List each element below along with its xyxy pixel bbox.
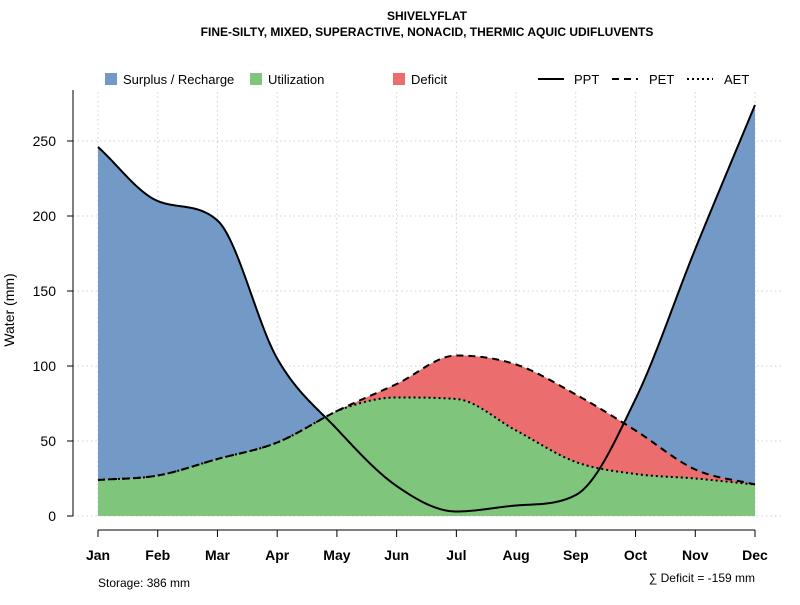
y-tick-label-100: 100 bbox=[33, 358, 57, 374]
x-tick-label-feb: Feb bbox=[145, 547, 170, 563]
x-tick-label-jul: Jul bbox=[446, 547, 466, 563]
legend-label-surplus: Surplus / Recharge bbox=[123, 72, 234, 87]
utilization-area bbox=[98, 397, 755, 516]
x-tick-label-jan: Jan bbox=[86, 547, 110, 563]
chart-subtitle: FINE-SILTY, MIXED, SUPERACTIVE, NONACID,… bbox=[201, 25, 654, 39]
storage-note: Storage: 386 mm bbox=[98, 576, 190, 590]
y-tick-label-0: 0 bbox=[48, 508, 56, 524]
legend-label-ppt: PPT bbox=[574, 72, 599, 87]
pet-line bbox=[97, 354, 756, 486]
y-tick-label-150: 150 bbox=[33, 283, 57, 299]
x-tick-label-jun: Jun bbox=[384, 547, 409, 563]
water-areas bbox=[98, 105, 755, 516]
y-tick-label-50: 50 bbox=[40, 433, 56, 449]
x-tick-label-apr: Apr bbox=[265, 547, 290, 563]
legend-swatch-surplus bbox=[105, 73, 117, 85]
legend-label-pet: PET bbox=[649, 72, 674, 87]
series-lines bbox=[97, 104, 756, 513]
x-tick-label-mar: Mar bbox=[205, 547, 230, 563]
legend-swatch-utilization bbox=[250, 73, 262, 85]
x-tick-label-nov: Nov bbox=[682, 547, 709, 563]
x-tick-label-oct: Oct bbox=[624, 547, 648, 563]
y-tick-label-200: 200 bbox=[33, 208, 57, 224]
y-axis-label: Water (mm) bbox=[1, 273, 17, 346]
legend-label-aet: AET bbox=[724, 72, 749, 87]
x-tick-label-aug: Aug bbox=[502, 547, 529, 563]
x-tick-label-dec: Dec bbox=[742, 547, 768, 563]
chart-title: SHIVELYFLAT bbox=[387, 9, 468, 23]
legend-swatch-deficit bbox=[393, 73, 405, 85]
ppt-line bbox=[97, 104, 756, 513]
deficit-area bbox=[98, 355, 755, 485]
legend: Surplus / Recharge Utilization Deficit P… bbox=[105, 72, 749, 87]
axes: 0 50 100 150 200 250 Jan Feb Mar Apr May Jun Jul Aug S… bbox=[33, 90, 768, 563]
x-tick-label-may: May bbox=[323, 547, 350, 563]
x-tick-label-sep: Sep bbox=[563, 547, 589, 563]
y-tick-label-250: 250 bbox=[33, 133, 57, 149]
legend-label-utilization: Utilization bbox=[268, 72, 324, 87]
legend-label-deficit: Deficit bbox=[411, 72, 448, 87]
deficit-note: ∑ Deficit = -159 mm bbox=[649, 571, 755, 585]
